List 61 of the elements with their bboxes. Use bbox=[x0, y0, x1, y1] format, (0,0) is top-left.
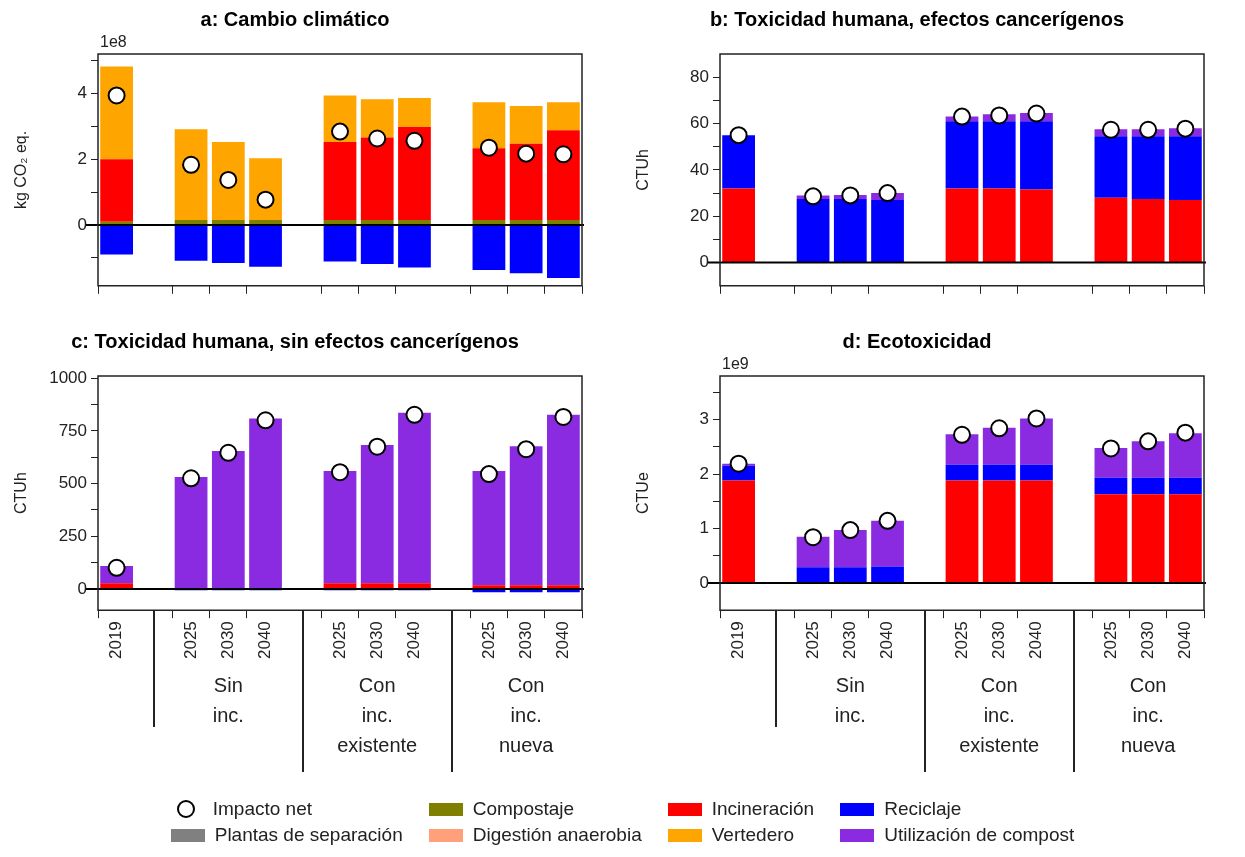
text: Con inc. existente bbox=[958, 673, 1041, 758]
x-tick-label: 2019 bbox=[106, 621, 126, 660]
y-tick-label: 2 bbox=[699, 463, 709, 483]
chart-title: c: Toxicidad humana, sin efectos cancerígenos bbox=[71, 329, 519, 352]
x-tick-label: 2040 bbox=[877, 621, 897, 660]
y-tick-label: 0 bbox=[699, 252, 709, 272]
text: Con inc. nueva bbox=[497, 673, 555, 758]
y-tick-label: 4 bbox=[77, 83, 87, 103]
chart-title: d: Ecotoxicidad bbox=[842, 329, 992, 352]
chart-title: b: Toxicidad humana, efectos cancerígenos bbox=[709, 7, 1125, 30]
x-tick-label: 2030 bbox=[1137, 621, 1157, 660]
y-tick-label: 0 bbox=[77, 214, 87, 234]
text: Sin inc. bbox=[211, 673, 245, 728]
y-axis-title: CTUh bbox=[634, 149, 652, 191]
y-axis-title: kg CO₂ eq. bbox=[12, 130, 30, 210]
y-tick-label: 20 bbox=[690, 205, 709, 225]
x-tick-label: 2025 bbox=[1100, 621, 1120, 660]
x-tick-label: 2025 bbox=[180, 621, 200, 660]
x-tick-label: 2030 bbox=[840, 621, 859, 660]
y-axis-title: CTUe bbox=[634, 472, 652, 514]
legend-label: Compostaje bbox=[472, 797, 575, 821]
text: Sin inc. bbox=[833, 673, 867, 728]
x-tick-label: 2019 bbox=[728, 621, 748, 660]
y-axis-title: CTUh bbox=[12, 472, 30, 514]
x-tick-label: 2025 bbox=[329, 621, 349, 660]
y-tick-label: 3 bbox=[699, 409, 709, 429]
legend-label: Utilización de compost bbox=[884, 823, 1075, 847]
y-tick-label: 250 bbox=[58, 526, 87, 546]
y-tick-label: 80 bbox=[690, 66, 709, 86]
x-tick-label: 2030 bbox=[218, 621, 237, 660]
x-tick-label: 2040 bbox=[1026, 621, 1046, 660]
y-tick-label: 1000 bbox=[49, 367, 87, 387]
x-tick-label: 2025 bbox=[951, 621, 971, 660]
y-tick-label: 60 bbox=[690, 113, 709, 133]
x-tick-label: 2030 bbox=[515, 621, 535, 660]
legend-label: Vertedero bbox=[711, 823, 795, 847]
legend-label: Impacto net bbox=[212, 797, 312, 821]
legend-label: Incineración bbox=[711, 797, 815, 821]
y-tick-label: 1 bbox=[699, 518, 709, 538]
y-tick-label: 0 bbox=[77, 578, 87, 598]
y-tick-label: 500 bbox=[58, 473, 87, 493]
x-tick-label: 2025 bbox=[478, 621, 498, 660]
legend-label: Digestión anaerobia bbox=[472, 823, 642, 847]
x-tick-label: 2040 bbox=[404, 621, 424, 660]
text: 1e9 bbox=[722, 355, 749, 373]
x-tick-label: 2040 bbox=[255, 621, 275, 660]
x-tick-label: 2030 bbox=[366, 621, 386, 660]
x-tick-label: 2025 bbox=[802, 621, 822, 660]
x-tick-label: 2040 bbox=[553, 621, 573, 660]
chart-title: a: Cambio climático bbox=[200, 7, 390, 30]
y-tick-label: 750 bbox=[58, 420, 87, 440]
legend-label: Reciclaje bbox=[884, 797, 962, 821]
x-tick-label: 2030 bbox=[988, 621, 1008, 660]
text: 1e8 bbox=[100, 33, 127, 51]
y-tick-label: 0 bbox=[699, 572, 709, 592]
text: Con inc. existente bbox=[336, 673, 419, 758]
y-tick-label: 2 bbox=[77, 148, 87, 168]
text: Con inc. nueva bbox=[1119, 673, 1177, 758]
legend-label: Plantas de separación bbox=[214, 823, 403, 847]
x-tick-label: 2040 bbox=[1175, 621, 1195, 660]
y-tick-label: 40 bbox=[690, 159, 709, 179]
